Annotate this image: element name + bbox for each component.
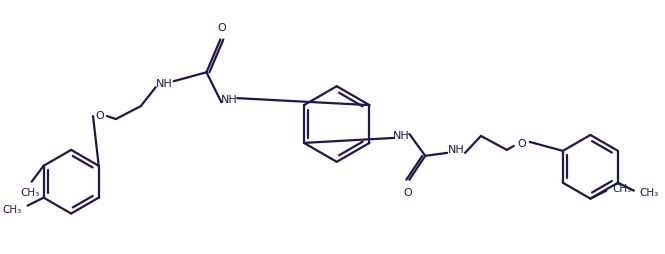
Text: CH₃: CH₃: [612, 184, 632, 194]
Text: O: O: [517, 139, 526, 149]
Text: O: O: [217, 23, 225, 33]
Text: CH₃: CH₃: [3, 204, 22, 215]
Text: CH₃: CH₃: [20, 188, 39, 198]
Text: NH: NH: [393, 131, 410, 141]
Text: NH: NH: [221, 95, 237, 105]
Text: O: O: [96, 111, 104, 121]
Text: NH: NH: [156, 79, 173, 89]
Text: O: O: [403, 188, 412, 198]
Text: CH₃: CH₃: [640, 188, 659, 198]
Text: NH: NH: [448, 145, 464, 155]
